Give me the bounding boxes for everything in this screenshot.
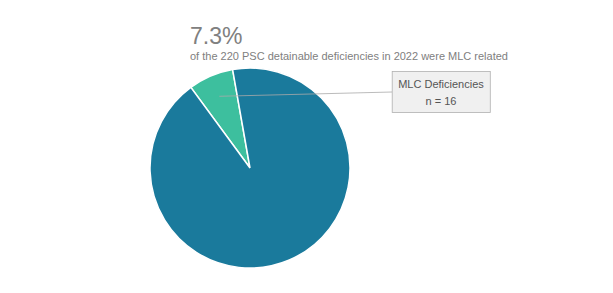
annotation-box [392, 72, 490, 113]
pie [150, 68, 350, 268]
annotation-text: n = 16 [426, 95, 457, 107]
annotation: MLC Deficiencies n = 16 [392, 72, 490, 113]
pie-slice [150, 68, 350, 268]
annotation-line [219, 92, 392, 96]
title: 7.3% [190, 23, 242, 49]
chart: MLC Deficiencies n = 16 7.3%of the 220 PSC… [0, 0, 613, 293]
annotation-text: MLC Deficiencies [398, 78, 484, 90]
subtitle: of the 220 PSC detainable deficiencies i… [190, 50, 508, 62]
